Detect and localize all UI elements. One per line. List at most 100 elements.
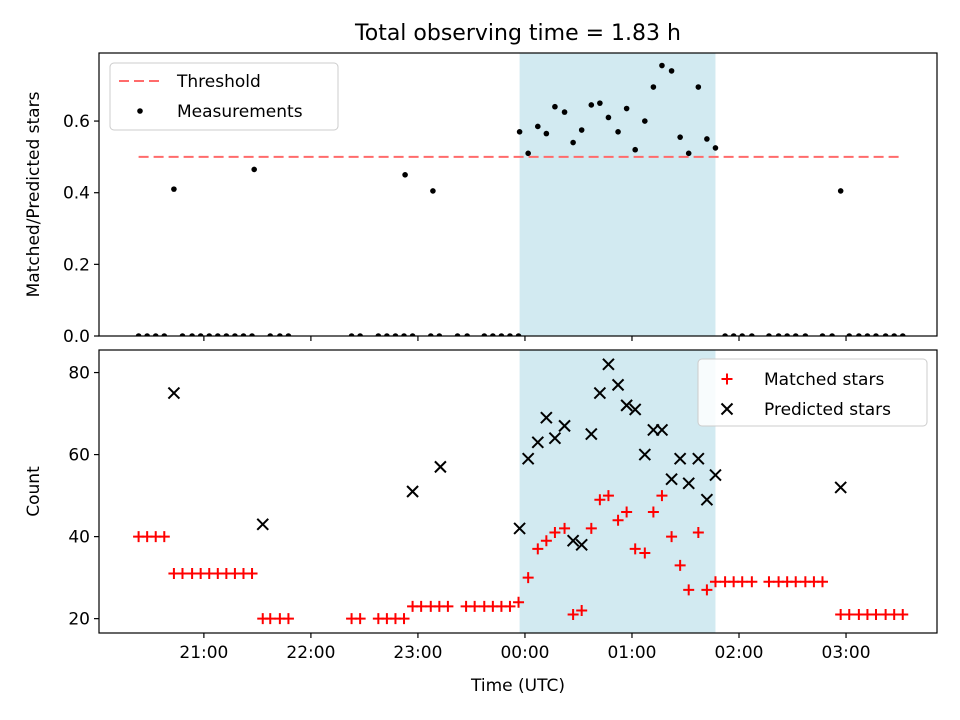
x-tick-label: 23:00 xyxy=(393,643,442,663)
matched-star-point xyxy=(576,604,588,616)
measurement-point xyxy=(766,333,772,336)
matched-star-point xyxy=(469,600,481,612)
measurement-point xyxy=(846,333,853,336)
measurement-point xyxy=(197,333,204,336)
matched-star-point xyxy=(897,609,909,621)
y-tick-label: 0.2 xyxy=(63,255,90,275)
measurement-point xyxy=(864,333,871,336)
measurement-point xyxy=(605,114,612,121)
predicted-star-point xyxy=(167,386,181,400)
x-tick-label: 03:00 xyxy=(822,643,871,663)
measurement-point xyxy=(899,333,906,336)
predicted-star-point xyxy=(655,423,669,437)
measurement-point xyxy=(873,333,879,336)
chart-title: Total observing time = 1.83 h xyxy=(354,21,681,46)
predicted-star-point xyxy=(575,538,588,552)
matched-star-point xyxy=(736,576,748,588)
x-tick-label: 00:00 xyxy=(500,643,549,663)
matched-star-point xyxy=(532,543,544,555)
matched-star-point xyxy=(709,576,721,588)
bottom-panel: 20 40 60 80 21:00 22:00 23:00 00:00 01:00 02:00 03… xyxy=(24,349,938,696)
predicted-star-point xyxy=(611,378,625,392)
predicted-star-point xyxy=(682,477,695,490)
axes-frame xyxy=(98,52,938,337)
matched-star-point xyxy=(602,490,614,502)
x-tick-label: 22:00 xyxy=(286,643,335,663)
matched-star-point xyxy=(647,506,659,518)
measurement-point xyxy=(578,127,585,133)
predicted-star-point xyxy=(531,436,545,449)
measurement-point xyxy=(712,145,719,151)
legend-measurement-swatch xyxy=(137,108,143,114)
y-tick-label: 0.0 xyxy=(63,327,90,347)
matched-star-point xyxy=(158,531,170,543)
predicted-star-point xyxy=(434,460,447,474)
matched-star-point xyxy=(674,559,686,571)
matched-star-point xyxy=(559,522,571,534)
matched-star-point xyxy=(415,600,427,612)
measurement-point xyxy=(348,333,355,336)
predicted-star-point xyxy=(638,448,652,461)
matched-star-point xyxy=(692,527,704,539)
matched-star-point xyxy=(442,600,454,612)
measurement-point xyxy=(402,171,408,178)
measurement-point xyxy=(179,333,186,336)
predicted-star-point xyxy=(665,472,678,486)
measurement-point xyxy=(722,333,728,336)
measurement-point xyxy=(277,333,283,336)
x-tick-label: 02:00 xyxy=(715,643,764,663)
measurement-point xyxy=(784,333,790,336)
measurement-point xyxy=(856,333,862,336)
measurement-point xyxy=(232,333,238,336)
matched-star-point xyxy=(246,568,258,580)
legend: Matched stars Predicted stars xyxy=(697,358,928,427)
matched-star-point xyxy=(567,609,579,621)
measurement-point xyxy=(267,333,274,336)
measurement-point xyxy=(206,333,213,336)
measurement-point xyxy=(144,333,150,336)
predicted-star-point xyxy=(628,403,642,416)
measurement-point xyxy=(659,62,665,69)
matched-star-point xyxy=(549,527,561,539)
legend-matched-swatch xyxy=(721,373,733,385)
predicted-star-point xyxy=(548,431,562,445)
matched-star-point xyxy=(621,506,633,518)
measurement-point xyxy=(516,129,523,135)
matched-star-point xyxy=(683,584,695,596)
predicted-star-point xyxy=(406,485,419,498)
measurement-point xyxy=(677,134,683,140)
matched-star-point xyxy=(504,600,516,612)
matched-star-point xyxy=(816,576,828,588)
measurement-point xyxy=(650,84,657,90)
y-axis-label: Matched/Predicted stars xyxy=(24,91,44,297)
matched-star-point xyxy=(522,572,534,584)
legend-box xyxy=(697,358,928,427)
predicted-star-point xyxy=(602,358,615,371)
measurement-point xyxy=(525,150,531,157)
matched-star-point xyxy=(176,568,188,580)
predicted-star-point xyxy=(521,452,535,465)
measurement-point xyxy=(837,188,844,194)
x-tick-label: 01:00 xyxy=(607,643,656,663)
legend-label-predicted: Predicted stars xyxy=(764,400,891,420)
measurement-point xyxy=(588,102,595,108)
legend-box xyxy=(109,62,339,131)
measurement-point xyxy=(490,333,496,336)
measurement-point xyxy=(498,333,505,336)
predicted-star-point xyxy=(540,411,553,424)
measurement-point xyxy=(615,129,621,135)
matched-star-point xyxy=(746,576,758,588)
measurement-point xyxy=(384,333,390,336)
y-tick-label: 40 xyxy=(68,528,90,548)
measurement-point xyxy=(704,136,710,142)
measurement-point xyxy=(240,333,247,336)
predicted-star-point xyxy=(673,452,687,465)
y-tick-label: 60 xyxy=(68,446,90,466)
plot-area xyxy=(135,62,906,336)
measurement-point xyxy=(775,333,782,336)
legend-label-matched: Matched stars xyxy=(764,370,884,390)
measurement-point xyxy=(357,333,363,336)
matched-star-point xyxy=(763,576,775,588)
matched-star-point xyxy=(282,613,294,625)
legend-predicted-swatch xyxy=(720,402,734,416)
